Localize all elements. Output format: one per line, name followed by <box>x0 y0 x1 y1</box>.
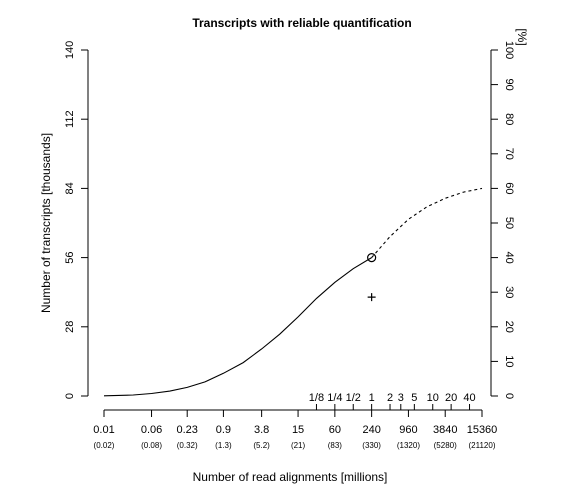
y2-axis-label: [%] <box>515 28 529 45</box>
y2-tick-label: 60 <box>503 182 515 194</box>
y2-tick-label: 90 <box>503 78 515 90</box>
x-tick-label: 0.23 <box>176 424 197 436</box>
x-tick-sublabel: (1320) <box>397 441 420 450</box>
x-tick-label: 960 <box>399 424 417 436</box>
y2-tick-label: 40 <box>503 251 515 263</box>
fraction-tick-label: 10 <box>427 392 439 404</box>
plot-area <box>87 50 492 411</box>
y2-tick-label: 70 <box>503 148 515 160</box>
left-y-ticks: 0 28 56 84 112 140 <box>64 41 88 399</box>
x-tick-sublabel: (0.08) <box>141 441 162 450</box>
y-tick-label: 56 <box>64 251 76 263</box>
x-tick-sublabel: (330) <box>362 441 381 450</box>
x-tick-sublabel: (0.02) <box>94 441 115 450</box>
fraction-tick-label: 2 <box>387 392 393 404</box>
markers-group <box>367 253 377 302</box>
plus-marker <box>367 293 376 302</box>
chart-title: Transcripts with reliable quantification <box>192 16 411 30</box>
x-tick-label: 0.06 <box>141 424 162 436</box>
y2-tick-label: 10 <box>503 355 515 367</box>
y-tick-label: 0 <box>64 393 76 399</box>
fraction-tick-label: 1/8 <box>309 392 324 404</box>
y-tick-label: 140 <box>64 41 76 59</box>
y2-tick-label: 80 <box>503 113 515 125</box>
y2-tick-label: 0 <box>503 393 515 399</box>
x-axis-label: Number of read alignments [millions] <box>193 470 388 484</box>
y2-tick-label: 100 <box>503 41 515 59</box>
y2-tick-label: 50 <box>503 217 515 229</box>
fraction-tick-label: 1/4 <box>327 392 342 404</box>
x-tick-sublabel: (0.32) <box>177 441 198 450</box>
x-tick-label: 15360 <box>467 424 498 436</box>
x-tick-label: 15 <box>292 424 304 436</box>
y-tick-label: 84 <box>64 182 76 194</box>
fraction-tick-label: 20 <box>445 392 457 404</box>
x-tick-label: 240 <box>362 424 380 436</box>
x-tick-label: 3840 <box>433 424 457 436</box>
fraction-tick-label: 40 <box>463 392 475 404</box>
fraction-tick-label: 1 <box>369 392 375 404</box>
fraction-tick-label: 3 <box>398 392 404 404</box>
x-tick-label: 0.01 <box>93 424 114 436</box>
current-depth-marker <box>367 253 377 263</box>
fraction-tick-label: 5 <box>411 392 417 404</box>
y-tick-label: 112 <box>64 110 76 128</box>
x-tick-sublabel: (21) <box>291 441 306 450</box>
x-tick-sublabel: (1.3) <box>215 441 232 450</box>
right-y-ticks: 0 10 20 30 40 50 60 70 80 90 100 <box>491 41 515 399</box>
y2-tick-label: 20 <box>503 321 515 333</box>
series-group <box>103 187 483 397</box>
y-tick-label: 28 <box>64 321 76 333</box>
x-tick-label: 60 <box>329 424 341 436</box>
y2-tick-label: 30 <box>503 286 515 298</box>
x-tick-sublabel: (5280) <box>434 441 457 450</box>
observed-curve <box>103 257 372 397</box>
fraction-tick-label: 1/2 <box>346 392 361 404</box>
x-tick-sublabel: (83) <box>328 441 343 450</box>
x-tick-sublabel: (5.2) <box>253 441 270 450</box>
extrapolated-curve <box>371 187 483 258</box>
x-tick-sublabel: (21120) <box>469 441 496 450</box>
y-axis-label: Number of transcripts [thousands] <box>39 133 53 313</box>
fraction-ticks: 1/8 1/4 1/2 1 2 3 5 10 20 40 <box>309 392 476 410</box>
x-tick-label: 0.9 <box>216 424 231 436</box>
x-tick-label: 3.8 <box>254 424 269 436</box>
x-ticks: 0.01 (0.02) 0.06 (0.08) 0.23 (0.32) 0.9 (1.3) 3.… <box>93 410 497 450</box>
